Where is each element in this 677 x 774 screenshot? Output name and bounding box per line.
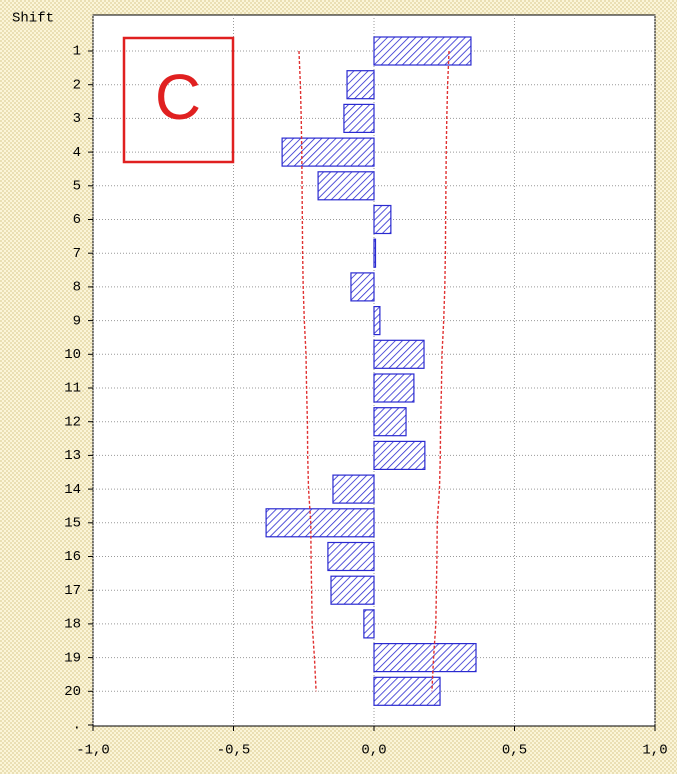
bar xyxy=(373,238,377,268)
bar xyxy=(373,440,426,470)
y-tick-label: 13 xyxy=(64,448,81,464)
bar xyxy=(373,676,441,706)
y-tick-label: 19 xyxy=(64,650,81,666)
x-tick-label: -1,0 xyxy=(76,743,110,759)
bar xyxy=(373,373,415,403)
y-tick-label: 5 xyxy=(73,179,81,195)
bar xyxy=(350,272,375,302)
confidence-limit xyxy=(431,50,450,692)
marks xyxy=(265,36,477,706)
x-tick-label: 1,0 xyxy=(642,743,667,759)
y-tick-label: 3 xyxy=(73,111,81,127)
y-tick-label: 6 xyxy=(73,212,81,228)
y-tick-label: 1 xyxy=(73,44,81,60)
y-tick-label: 14 xyxy=(64,482,81,498)
plot-area xyxy=(92,14,656,727)
bar xyxy=(265,508,375,538)
y-tick-label: 18 xyxy=(64,617,81,633)
bar xyxy=(373,642,477,673)
bar xyxy=(343,103,375,134)
bar xyxy=(373,306,381,336)
annotation: C xyxy=(155,61,201,133)
bar xyxy=(373,36,472,66)
y-tick-label: 20 xyxy=(64,684,81,700)
x-tick-label: 0,0 xyxy=(361,743,386,759)
y-tick-label: 16 xyxy=(64,549,81,565)
y-tick-label: 10 xyxy=(64,347,81,363)
bar xyxy=(373,339,425,369)
y-tick-label: 9 xyxy=(73,313,81,329)
bar xyxy=(373,204,392,235)
bar xyxy=(373,407,407,437)
y-tick-label: 12 xyxy=(64,414,81,430)
bar xyxy=(317,171,375,201)
x-tick-label: 0,5 xyxy=(502,743,527,759)
bar xyxy=(330,575,375,605)
y-tick-label: 4 xyxy=(73,145,81,161)
y-tick-label: 7 xyxy=(73,246,81,262)
y-tick-label: 17 xyxy=(64,583,81,599)
y-tick-label: 11 xyxy=(64,381,81,397)
bar xyxy=(332,474,375,504)
y-tick-label: 8 xyxy=(73,280,81,296)
x-tick-label: -0,5 xyxy=(217,743,251,759)
confidence-limit xyxy=(298,50,317,692)
grid xyxy=(88,15,656,731)
y-axis-label: Shift xyxy=(12,11,54,27)
bar xyxy=(327,541,375,572)
annotation-box xyxy=(122,36,235,164)
y-tick-label: . xyxy=(73,718,81,734)
y-tick-label: 2 xyxy=(73,77,81,93)
bar xyxy=(346,70,375,100)
y-tick-label: 15 xyxy=(64,516,81,532)
bar xyxy=(363,609,375,639)
bar xyxy=(281,137,375,167)
